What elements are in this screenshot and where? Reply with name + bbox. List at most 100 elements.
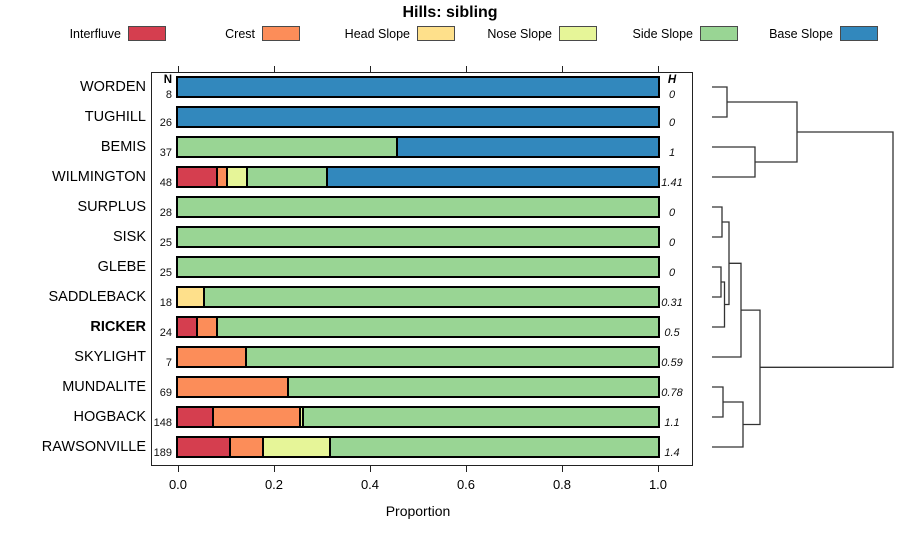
dendrogram-link	[712, 401, 744, 448]
bar-segment-base-slope	[178, 108, 658, 126]
n-value: 69	[159, 387, 172, 399]
row-label-glebe: GLEBE	[97, 259, 146, 275]
n-value: 48	[159, 177, 172, 189]
bar-segment-side-slope	[178, 138, 399, 156]
bar-segment-side-slope	[248, 168, 329, 186]
x-axis-label: Proportion	[385, 503, 451, 519]
bar-row-tughill	[176, 106, 660, 128]
dendrogram-link	[712, 386, 724, 418]
legend-item-interfluve: Interfluve	[70, 25, 166, 42]
chart-title: Hills: sibling	[402, 4, 498, 21]
legend-label: Head Slope	[344, 26, 410, 41]
row-label-tughill: TUGHILL	[84, 109, 146, 125]
row-label-ricker: RICKER	[90, 319, 146, 335]
x-axis-bottom-tick	[466, 466, 468, 472]
row-label-rawsonville: RAWSONVILLE	[41, 439, 146, 455]
n-value: 24	[159, 327, 172, 339]
bar-segment-interfluve	[178, 408, 214, 426]
legend-item-side-slope: Side Slope	[633, 25, 738, 42]
h-value: 0	[668, 207, 676, 219]
bar-segment-side-slope	[178, 228, 658, 246]
bar-segment-crest	[178, 378, 290, 396]
row-label-surplus: SURPLUS	[77, 199, 147, 215]
x-tick-label: 0.8	[552, 477, 572, 492]
legend-swatch	[128, 26, 166, 41]
h-value: 0	[668, 89, 676, 101]
dendrogram-link	[712, 262, 742, 358]
legend-label: Side Slope	[632, 26, 693, 41]
bar-segment-side-slope	[204, 288, 658, 306]
row-label-skylight: SKYLIGHT	[74, 349, 146, 365]
x-tick-label: 0.4	[360, 477, 380, 492]
n-value: 189	[153, 447, 172, 459]
x-axis-top-tick	[178, 66, 180, 72]
h-value: 1.41	[661, 177, 683, 189]
row-label-hogback: HOGBACK	[73, 409, 146, 425]
h-value: 0.5	[664, 327, 680, 339]
bar-segment-crest	[213, 408, 301, 426]
bar-row-sisk	[176, 226, 660, 248]
n-value: 28	[159, 207, 172, 219]
bar-row-mundalite	[176, 376, 660, 398]
legend-item-base-slope: Base Slope	[769, 25, 878, 42]
legend-swatch	[559, 26, 597, 41]
dendrogram-link	[712, 281, 726, 328]
x-axis-top-tick	[658, 66, 660, 72]
legend-swatch	[417, 26, 455, 41]
h-value: 0.31	[661, 297, 683, 309]
row-label-bemis: BEMIS	[100, 139, 146, 155]
row-label-wilmington: WILMINGTON	[52, 169, 146, 185]
bar-segment-interfluve	[178, 168, 218, 186]
bar-segment-nose-slope	[227, 168, 249, 186]
bar-segment-base-slope	[398, 138, 658, 156]
plot-area	[151, 72, 693, 466]
h-value: 0.78	[661, 387, 683, 399]
bar-row-skylight	[176, 346, 660, 368]
dendrogram-link	[722, 221, 730, 306]
bar-segment-side-slope	[218, 318, 658, 336]
row-label-mundalite: MUNDALITE	[62, 379, 146, 395]
h-value: 0	[668, 117, 676, 129]
legend-swatch	[700, 26, 738, 41]
legend-item-nose-slope: Nose Slope	[487, 25, 597, 42]
x-tick-label: 0.6	[456, 477, 476, 492]
bar-segment-head-slope	[178, 288, 205, 306]
x-tick-label: 0.0	[168, 477, 188, 492]
x-axis-top-tick	[274, 66, 276, 72]
bar-row-ricker	[176, 316, 660, 338]
x-axis-bottom-tick	[658, 466, 660, 472]
legend-label: Nose Slope	[487, 26, 552, 41]
bar-segment-nose-slope	[300, 408, 305, 426]
h-value: 1.4	[664, 447, 680, 459]
n-value: 18	[159, 297, 172, 309]
bar-row-wilmington	[176, 166, 660, 188]
x-axis-bottom-tick	[178, 466, 180, 472]
legend-swatch	[262, 26, 300, 41]
h-value: 1	[668, 147, 676, 159]
n-value: 8	[165, 89, 172, 101]
n-value: 26	[159, 117, 172, 129]
bar-segment-base-slope	[178, 78, 658, 96]
legend-item-crest: Crest	[225, 25, 300, 42]
n-value: 25	[159, 237, 172, 249]
bar-row-bemis	[176, 136, 660, 158]
x-axis-top-tick	[562, 66, 564, 72]
row-label-sisk: SISK	[112, 229, 146, 245]
dendrogram-link	[727, 101, 798, 163]
bar-segment-side-slope	[330, 438, 658, 456]
legend-item-head-slope: Head Slope	[345, 25, 455, 42]
n-value: 25	[159, 267, 172, 279]
legend-label: Interfluve	[69, 26, 121, 41]
bar-segment-base-slope	[328, 168, 658, 186]
h-value: 0	[668, 237, 676, 249]
n-value: 37	[159, 147, 172, 159]
bar-segment-crest	[198, 318, 219, 336]
dendrogram-link	[712, 266, 722, 298]
x-tick-label: 1.0	[648, 477, 668, 492]
bar-row-glebe	[176, 256, 660, 278]
bar-row-worden	[176, 76, 660, 98]
bar-segment-side-slope	[289, 378, 658, 396]
bar-segment-side-slope	[178, 198, 658, 216]
x-axis-top-tick	[370, 66, 372, 72]
